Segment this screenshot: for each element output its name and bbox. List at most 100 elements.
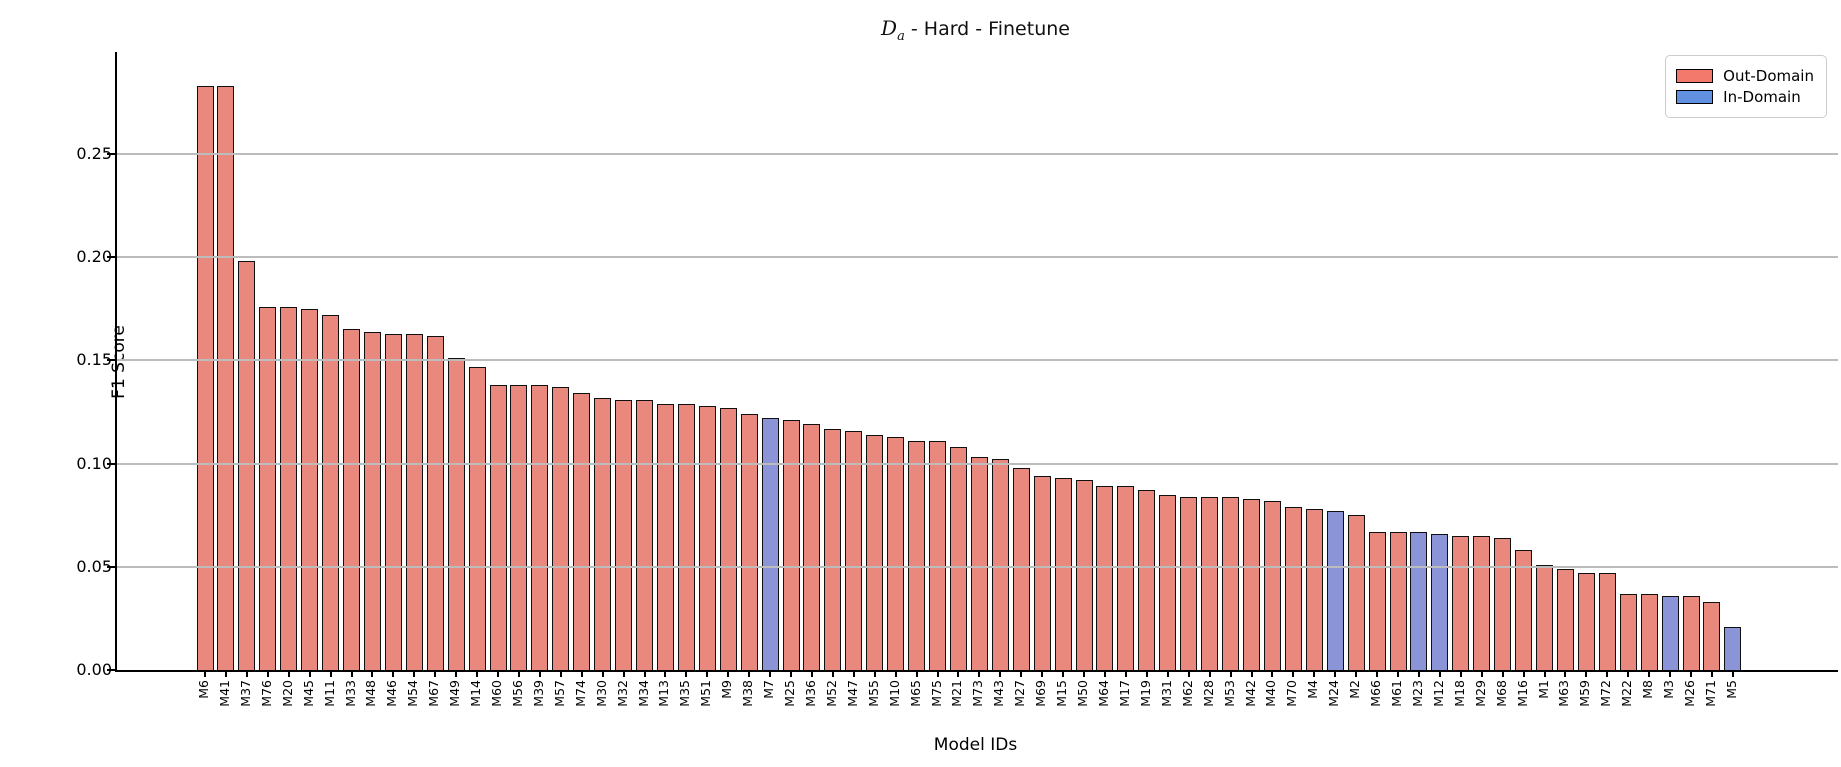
x-tick-mark-M38 — [748, 672, 751, 677]
bar-M68 — [1494, 537, 1512, 670]
x-tick-label-M5: M5 — [1723, 680, 1739, 699]
bar-M45 — [301, 308, 319, 670]
x-tick-mark-M76 — [266, 672, 269, 677]
bar-M54 — [405, 333, 423, 670]
title-subscript: a — [897, 28, 905, 44]
bar-M42 — [1243, 498, 1260, 670]
bar-M11 — [322, 315, 340, 670]
x-tick-mark-M18 — [1459, 672, 1462, 677]
x-tick-mark-M13 — [664, 672, 667, 677]
bar-M18 — [1452, 535, 1470, 670]
bar-M67 — [426, 335, 444, 670]
x-tick-mark-M2 — [1355, 672, 1358, 677]
x-tick-mark-M27 — [1020, 672, 1023, 677]
bar-M57 — [552, 387, 570, 670]
bar-M1 — [1536, 564, 1554, 670]
bar-M37 — [238, 261, 256, 670]
x-tick-mark-M41 — [224, 672, 227, 677]
x-tick-label-M11: M11 — [321, 680, 337, 707]
x-tick-mark-M37 — [245, 672, 248, 677]
bar-M39 — [531, 385, 549, 670]
bar-M20 — [280, 306, 298, 670]
x-tick-label-M68: M68 — [1493, 680, 1509, 707]
gridline-0.20 — [117, 256, 1838, 259]
bar-M53 — [1222, 496, 1240, 670]
x-tick-label-M43: M43 — [991, 680, 1007, 707]
x-tick-mark-M73 — [978, 672, 981, 677]
x-tick-label-M10: M10 — [886, 680, 902, 707]
x-tick-mark-M57 — [559, 672, 562, 677]
y-tick-label-0.10: 0.10 — [76, 453, 112, 473]
x-tick-label-M41: M41 — [216, 680, 232, 707]
x-tick-mark-M63 — [1564, 672, 1567, 677]
bar-M40 — [1263, 500, 1281, 670]
bar-M27 — [1012, 467, 1030, 670]
x-tick-mark-M65 — [915, 672, 918, 677]
x-tick-mark-M31 — [1166, 672, 1169, 677]
x-tick-label-M14: M14 — [468, 680, 484, 707]
x-tick-label-M34: M34 — [635, 680, 651, 707]
bar-M31 — [1159, 494, 1177, 670]
x-tick-label-M75: M75 — [928, 680, 944, 707]
x-tick-label-M54: M54 — [405, 680, 421, 707]
y-tick-mark-0.20 — [107, 256, 115, 259]
legend-item-out-domain: Out-Domain — [1676, 67, 1814, 85]
bar-M24 — [1326, 511, 1344, 670]
bar-M25 — [782, 420, 800, 670]
x-tick-label-M62: M62 — [1179, 680, 1195, 707]
x-tick-label-M18: M18 — [1451, 680, 1467, 707]
x-tick-mark-M8 — [1648, 672, 1651, 677]
x-tick-mark-M64 — [1103, 672, 1106, 677]
bar-M74 — [573, 393, 591, 670]
x-tick-label-M7: M7 — [761, 680, 777, 699]
bar-M46 — [384, 333, 402, 670]
x-tick-mark-M30 — [601, 672, 604, 677]
x-tick-mark-M7 — [769, 672, 772, 677]
x-tick-mark-M25 — [790, 672, 793, 677]
x-tick-mark-M60 — [497, 672, 500, 677]
gridline-0.10 — [117, 462, 1838, 465]
bar-M32 — [615, 399, 633, 670]
x-tick-label-M55: M55 — [865, 680, 881, 707]
x-tick-label-M45: M45 — [300, 680, 316, 707]
x-tick-label-M64: M64 — [1095, 680, 1111, 707]
x-tick-label-M33: M33 — [342, 680, 358, 707]
x-tick-mark-M5 — [1731, 672, 1734, 677]
x-tick-label-M25: M25 — [782, 680, 798, 707]
bar-M28 — [1201, 496, 1219, 670]
bar-M35 — [677, 403, 695, 670]
bar-M16 — [1515, 550, 1533, 670]
bar-M33 — [343, 329, 360, 670]
bar-M3 — [1661, 595, 1679, 670]
x-tick-mark-M17 — [1124, 672, 1127, 677]
x-tick-label-M73: M73 — [970, 680, 986, 707]
x-tick-label-M38: M38 — [740, 680, 756, 707]
y-tick-label-0.05: 0.05 — [76, 556, 112, 576]
x-tick-mark-M55 — [873, 672, 876, 677]
x-tick-mark-M39 — [538, 672, 541, 677]
x-tick-mark-M12 — [1438, 672, 1441, 677]
y-axis-label: F1 Score — [109, 325, 129, 399]
x-tick-label-M30: M30 — [593, 680, 609, 707]
x-tick-label-M49: M49 — [447, 680, 463, 707]
bar-M72 — [1598, 573, 1616, 670]
bar-M36 — [803, 424, 821, 670]
legend-label-out-domain: Out-Domain — [1723, 67, 1814, 85]
in-domain-swatch — [1676, 90, 1714, 104]
bar-M51 — [698, 405, 716, 670]
x-tick-mark-M40 — [1271, 672, 1274, 677]
x-tick-mark-M4 — [1313, 672, 1316, 677]
x-tick-label-M66: M66 — [1368, 680, 1384, 707]
x-tick-label-M36: M36 — [802, 680, 818, 707]
x-tick-label-M70: M70 — [1284, 680, 1300, 707]
bar-M23 — [1410, 531, 1428, 670]
y-tick-mark-0.05 — [107, 565, 115, 568]
x-tick-label-M72: M72 — [1598, 680, 1614, 707]
bar-M2 — [1347, 515, 1365, 670]
x-tick-label-M61: M61 — [1389, 680, 1404, 707]
bar-M73 — [970, 457, 988, 670]
x-tick-mark-M14 — [476, 672, 479, 677]
x-tick-mark-M45 — [308, 672, 311, 677]
y-tick-label-0.25: 0.25 — [76, 144, 112, 163]
bar-M10 — [887, 436, 905, 670]
